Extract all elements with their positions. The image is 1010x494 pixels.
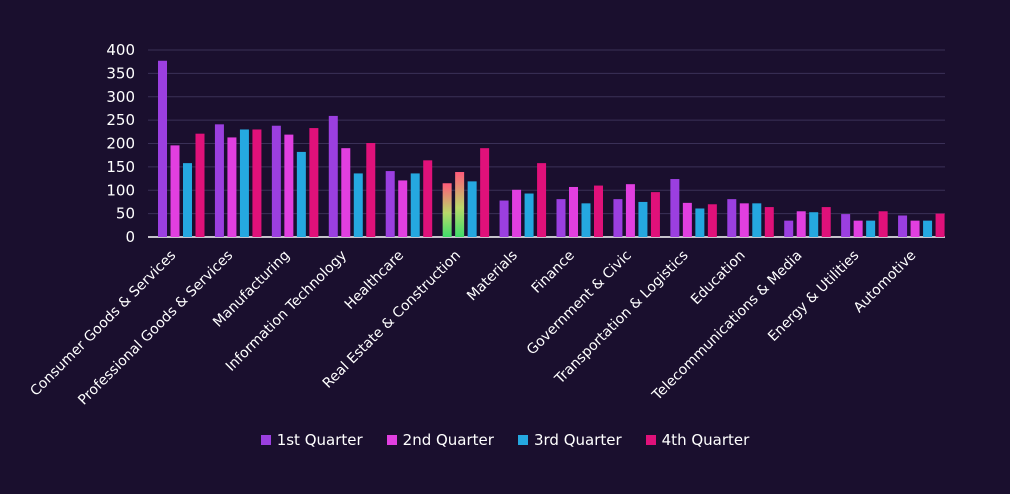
- bar-chart: 0 50 100 150 200 250 300 350 400 Consumer Goods …: [27, 41, 945, 409]
- bar: [239, 129, 249, 237]
- bar: [581, 203, 591, 237]
- legend-label: 2nd Quarter: [402, 431, 494, 449]
- x-tick-label: Finance: [529, 248, 578, 297]
- bar: [625, 184, 635, 237]
- bar: [252, 129, 262, 237]
- y-tick-label: 150: [106, 158, 135, 176]
- legend-swatch: [645, 435, 656, 445]
- bar: [195, 133, 205, 237]
- bar: [853, 220, 863, 237]
- y-tick-label: 0: [125, 228, 135, 246]
- bar: [910, 220, 920, 237]
- bar: [467, 181, 477, 237]
- bar: [784, 220, 794, 237]
- bar: [170, 145, 180, 237]
- y-tick-label: 50: [116, 205, 135, 223]
- x-tick-label: Information Technology: [223, 248, 350, 375]
- x-tick-label: Education: [688, 248, 749, 309]
- bar: [695, 208, 705, 237]
- bar: [682, 202, 692, 237]
- bar: [442, 183, 452, 237]
- bar: [739, 203, 749, 237]
- bar: [271, 125, 281, 237]
- bar: [537, 163, 547, 237]
- bar: [183, 163, 192, 237]
- bar: [613, 199, 623, 237]
- legend-label: 4th Quarter: [661, 431, 750, 449]
- legend: 1st Quarter 2nd Quarter 3rd Quarter 4th Qua…: [0, 431, 1010, 449]
- bar: [707, 204, 717, 237]
- legend-item: 1st Quarter: [260, 431, 363, 449]
- bar: [866, 220, 876, 237]
- bar: [328, 115, 338, 237]
- bars: [158, 60, 945, 237]
- bar: [158, 60, 167, 237]
- bar: [524, 193, 534, 237]
- bar: [569, 186, 578, 237]
- legend-item: 3rd Quarter: [517, 431, 622, 449]
- bar: [341, 148, 351, 237]
- bar: [214, 124, 224, 237]
- legend-label: 3rd Quarter: [533, 431, 622, 449]
- bar: [385, 171, 395, 237]
- bar: [423, 160, 433, 237]
- bar: [764, 207, 774, 237]
- y-tick-label: 350: [106, 64, 135, 82]
- bar: [556, 199, 566, 237]
- bar: [935, 213, 945, 237]
- bar: [366, 143, 376, 237]
- legend-item: 4th Quarter: [645, 431, 750, 449]
- bar: [594, 185, 603, 237]
- bar: [809, 212, 819, 237]
- bar: [284, 134, 294, 237]
- bar: [727, 199, 737, 237]
- legend-swatch: [517, 435, 528, 445]
- bar: [670, 179, 680, 237]
- legend-label: 1st Quarter: [276, 431, 363, 449]
- bar: [650, 192, 660, 237]
- bar: [878, 211, 888, 237]
- legend-swatch: [386, 435, 397, 445]
- y-tick-label: 200: [106, 135, 135, 153]
- bar: [227, 137, 237, 237]
- bar: [309, 128, 319, 237]
- y-tick-label: 300: [106, 88, 135, 106]
- bar: [480, 148, 490, 237]
- x-tick-label: Materials: [464, 248, 521, 305]
- y-tick-label: 400: [106, 41, 135, 59]
- legend-item: 2nd Quarter: [386, 431, 494, 449]
- x-tick-label: Government & Civic: [524, 248, 635, 359]
- bar: [821, 207, 831, 237]
- bar: [841, 214, 851, 237]
- bar: [410, 173, 420, 237]
- bar: [398, 180, 408, 237]
- bar: [898, 215, 908, 237]
- legend-swatch: [260, 435, 271, 445]
- y-axis: 0 50 100 150 200 250 300 350 400: [106, 41, 135, 246]
- bar: [455, 172, 465, 237]
- bar: [923, 220, 933, 237]
- y-tick-label: 100: [106, 181, 135, 199]
- bar: [796, 211, 806, 237]
- bar: [499, 200, 509, 237]
- y-tick-label: 250: [106, 111, 135, 129]
- bar: [752, 203, 762, 237]
- bar: [638, 201, 648, 237]
- bar: [512, 189, 522, 237]
- bar: [296, 151, 306, 237]
- bar: [353, 173, 363, 237]
